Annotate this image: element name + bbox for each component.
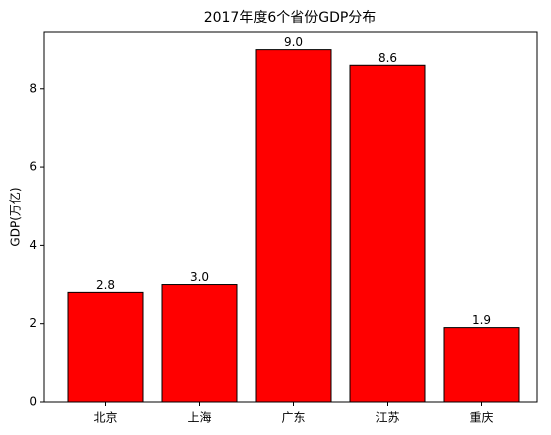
x-tick-label: 江苏 — [375, 411, 399, 425]
value-label: 1.9 — [472, 313, 491, 327]
bar — [161, 284, 238, 403]
x-tick-label: 北京 — [93, 411, 117, 425]
x-tick-label: 广东 — [281, 411, 305, 425]
bar — [67, 291, 144, 403]
value-label: 2.8 — [96, 278, 115, 292]
chart-title: 2017年度6个省份GDP分布 — [204, 10, 377, 26]
x-tick-label: 上海 — [187, 410, 211, 425]
value-label: 9.0 — [284, 35, 303, 49]
y-tick-label: 0 — [29, 395, 37, 409]
y-tick-label: 2 — [29, 316, 37, 330]
bar — [255, 49, 332, 403]
x-tick-label: 重庆 — [469, 411, 493, 425]
y-tick-label: 8 — [29, 81, 37, 95]
plot-frame — [43, 31, 538, 403]
y-tick-label: 6 — [29, 160, 37, 174]
bar — [349, 64, 426, 403]
y-tick-label: 4 — [29, 238, 37, 252]
y-axis-label: GDP(万亿) — [8, 187, 23, 246]
value-label: 3.0 — [190, 270, 209, 284]
bar — [443, 327, 520, 403]
value-label: 8.6 — [378, 51, 397, 65]
